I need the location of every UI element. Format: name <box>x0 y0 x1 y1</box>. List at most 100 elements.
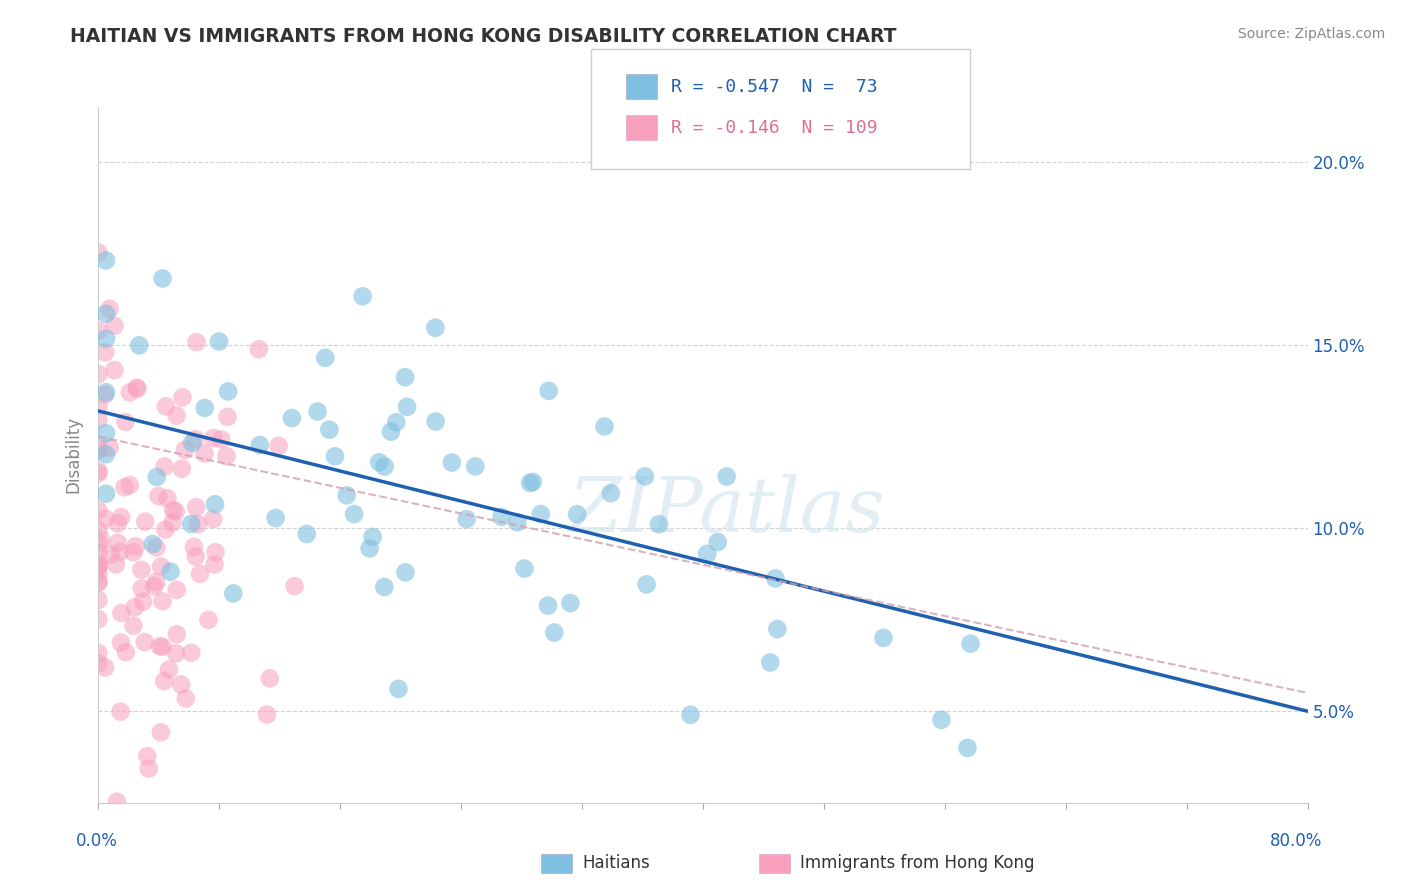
Point <box>174 442 197 457</box>
Point <box>150 559 173 574</box>
Point <box>636 577 658 591</box>
Point <box>87 557 110 571</box>
Point <box>314 351 336 365</box>
Point <box>156 491 179 506</box>
Point <box>134 635 156 649</box>
Point <box>87 536 110 550</box>
Point <box>94 426 117 441</box>
Point <box>148 489 170 503</box>
Point <box>174 691 197 706</box>
Point <box>138 762 160 776</box>
Point <box>104 558 127 572</box>
Point <box>394 566 416 580</box>
Text: Haitians: Haitians <box>582 855 650 872</box>
Point <box>209 433 232 447</box>
Point <box>872 631 894 645</box>
Point <box>166 409 188 423</box>
Point <box>105 795 128 809</box>
Point <box>519 475 541 490</box>
Point <box>165 646 187 660</box>
Point <box>307 404 329 418</box>
Point <box>87 464 110 478</box>
Point <box>94 253 117 268</box>
Point <box>118 385 141 400</box>
Point <box>181 436 204 450</box>
Point <box>107 536 129 550</box>
Point <box>155 523 177 537</box>
Point <box>131 563 153 577</box>
Point <box>186 335 208 350</box>
Y-axis label: Disability: Disability <box>65 417 83 493</box>
Point <box>197 613 219 627</box>
Point <box>464 459 486 474</box>
Point <box>249 438 271 452</box>
Point <box>180 646 202 660</box>
Point <box>87 558 110 573</box>
Point <box>183 540 205 554</box>
Point <box>368 455 391 469</box>
Point <box>149 725 172 739</box>
Point <box>425 320 447 334</box>
Point <box>513 561 536 575</box>
Text: 0.0%: 0.0% <box>76 832 118 850</box>
Point <box>152 640 174 654</box>
Point <box>180 516 202 531</box>
Point <box>127 382 149 396</box>
Point <box>759 656 782 670</box>
Point <box>87 399 110 413</box>
Point <box>565 507 588 521</box>
Point <box>114 645 136 659</box>
Point <box>87 575 110 590</box>
Point <box>87 443 110 458</box>
Point <box>87 523 110 537</box>
Point <box>122 545 145 559</box>
Point <box>170 677 193 691</box>
Point <box>259 671 281 685</box>
Point <box>94 512 117 526</box>
Point <box>153 459 176 474</box>
Point <box>94 307 117 321</box>
Point <box>145 541 167 555</box>
Point <box>162 516 184 530</box>
Point <box>766 622 789 636</box>
Point <box>931 713 953 727</box>
Point <box>522 475 544 489</box>
Point <box>87 324 110 338</box>
Point <box>125 539 148 553</box>
Point <box>134 515 156 529</box>
Point <box>149 639 172 653</box>
Point <box>204 497 226 511</box>
Point <box>172 390 194 404</box>
Point <box>125 381 148 395</box>
Point <box>394 370 416 384</box>
Point <box>374 459 396 474</box>
Point <box>959 637 981 651</box>
Point <box>247 342 270 356</box>
Point <box>152 271 174 285</box>
Point <box>599 486 621 500</box>
Point <box>131 582 153 596</box>
Point <box>184 549 207 564</box>
Text: 80.0%: 80.0% <box>1270 832 1323 850</box>
Point <box>184 432 207 446</box>
Point <box>186 500 208 515</box>
Point <box>87 467 110 481</box>
Point <box>122 618 145 632</box>
Point <box>162 503 184 517</box>
Point <box>188 566 211 581</box>
Point <box>217 409 239 424</box>
Point <box>142 537 165 551</box>
Point <box>87 566 110 581</box>
Point <box>361 530 384 544</box>
Point <box>170 461 193 475</box>
Point <box>385 415 408 429</box>
Point <box>281 411 304 425</box>
Point <box>87 367 110 381</box>
Point <box>425 415 447 429</box>
Point <box>110 635 132 649</box>
Point <box>87 593 110 607</box>
Point <box>136 749 159 764</box>
Point <box>648 517 671 532</box>
Point <box>87 503 110 517</box>
Point <box>87 646 110 660</box>
